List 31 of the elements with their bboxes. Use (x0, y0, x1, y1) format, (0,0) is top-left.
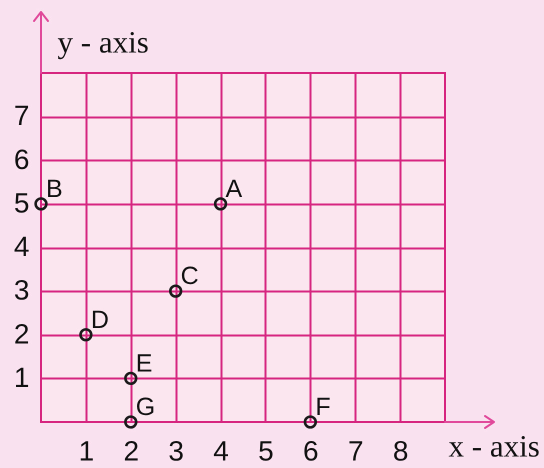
point (169, 284, 182, 298)
annotation: G (136, 393, 156, 421)
y-tick-label: 5 (14, 187, 30, 218)
point (34, 197, 48, 211)
y-tick-label: 4 (14, 231, 30, 262)
annotation: A (226, 174, 243, 203)
annotation: F (315, 393, 331, 421)
y-tick-label: 6 (14, 144, 30, 175)
annotation: D (90, 306, 109, 334)
annotation: C (180, 262, 199, 290)
point (124, 372, 138, 386)
point (124, 415, 138, 429)
x-tick-label: 7 (348, 436, 364, 466)
x-tick-label: 2 (123, 436, 140, 466)
x-tick-label: 1 (78, 436, 94, 466)
y-tick-label: 2 (14, 318, 30, 350)
x-tick-label: 6 (303, 436, 319, 466)
x-tick-label: 4 (213, 436, 229, 466)
x-axis-title: x - axis (448, 428, 540, 464)
point (214, 197, 228, 211)
annotation: E (136, 349, 152, 378)
y-tick-label: 1 (14, 362, 30, 393)
y-tick-label: 3 (14, 274, 30, 306)
point (79, 328, 93, 342)
x-tick-label: 3 (168, 436, 184, 466)
y-tick-label: 7 (14, 100, 30, 132)
y-axis-title: y - axis (58, 24, 149, 60)
x-tick-label: 8 (392, 436, 408, 466)
point (304, 415, 317, 429)
annotation: B (46, 174, 63, 203)
x-tick-label: 5 (258, 436, 274, 466)
